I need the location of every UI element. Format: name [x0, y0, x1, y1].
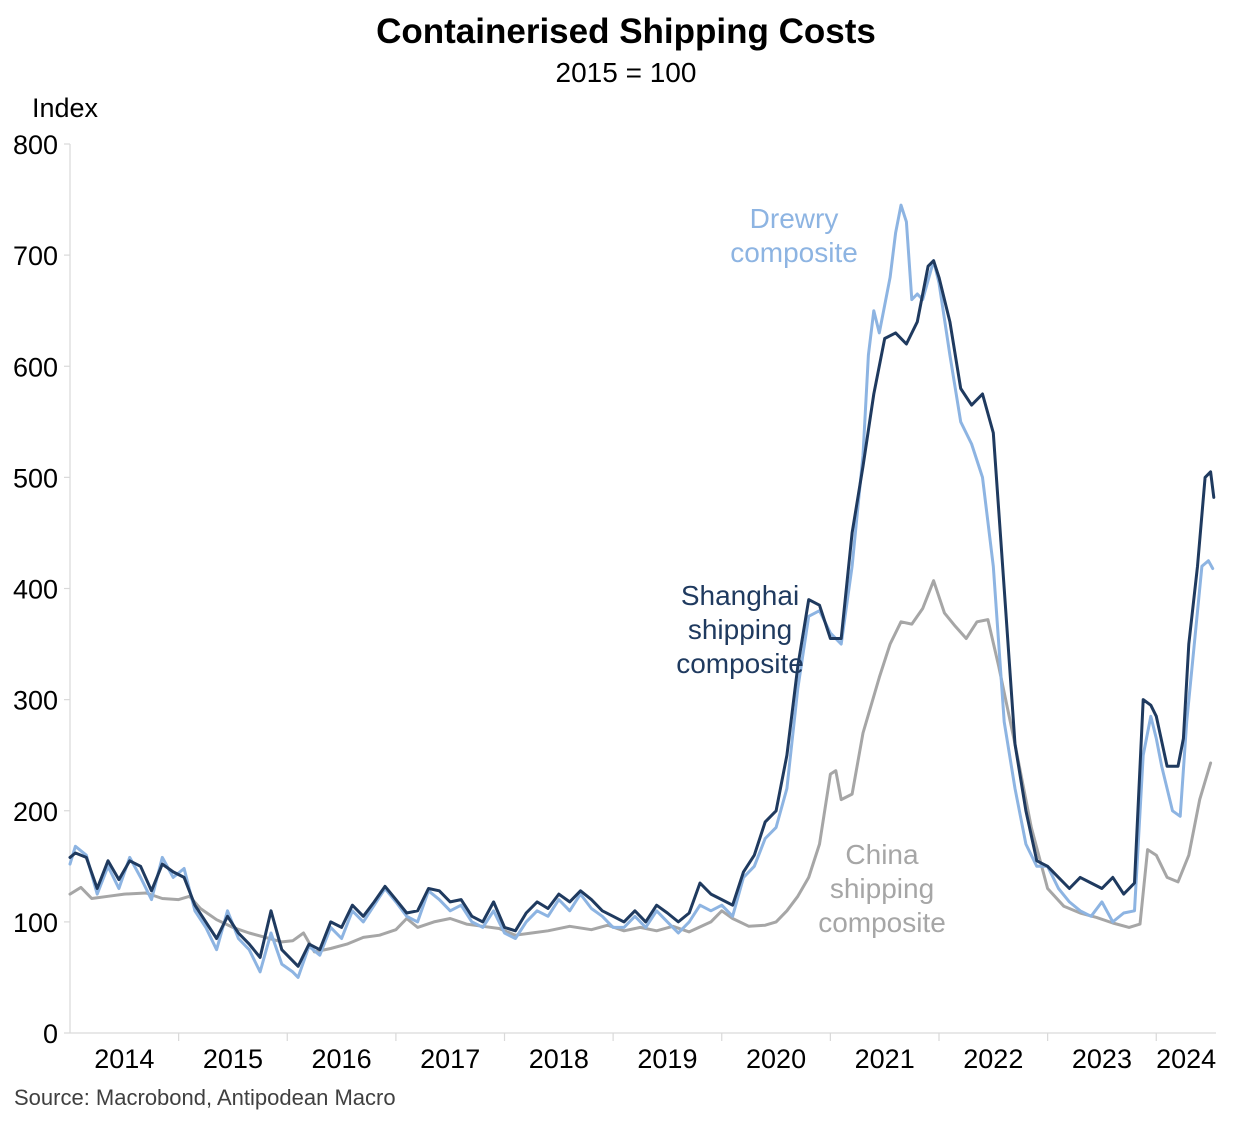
y-axis-label: Index [32, 93, 99, 123]
x-tick-label: 2020 [746, 1044, 806, 1074]
series-line-china-shipping-composite [68, 579, 1213, 954]
x-tick-label: 2016 [312, 1044, 372, 1074]
annotation-line: composite [818, 907, 946, 938]
series-line-shanghai-shipping-composite [68, 259, 1216, 968]
source-note: Source: Macrobond, Antipodean Macro [14, 1085, 396, 1110]
x-tick-label: 2015 [203, 1044, 263, 1074]
y-tick-label: 100 [13, 908, 58, 938]
annotation-line: shipping [830, 873, 934, 904]
y-tick-label: 0 [43, 1019, 58, 1049]
x-tick-label: 2022 [963, 1044, 1023, 1074]
y-tick-label: 300 [13, 686, 58, 716]
annotation-shanghai-shipping-composite: Shanghai shipping composite [676, 580, 804, 679]
annotation-line: China [845, 839, 919, 870]
annotation-drewry-composite: Drewry composite [730, 203, 858, 268]
x-tick-label: 2018 [529, 1044, 589, 1074]
annotation-line: composite [676, 648, 804, 679]
chart-title: Containerised Shipping Costs [376, 12, 876, 51]
y-tick-label: 400 [13, 575, 58, 605]
y-tick-label: 500 [13, 463, 58, 493]
y-tick-label: 800 [13, 130, 58, 160]
x-tick-label: 2017 [420, 1044, 480, 1074]
x-axis: 2014 2015 2016 2017 2018 2019 2020 2021 2022 2023… [70, 1032, 1216, 1074]
series-layer [68, 203, 1216, 979]
y-tick-label: 700 [13, 241, 58, 271]
y-axis: 0 100 200 300 400 500 600 700 800 [13, 130, 71, 1049]
annotation-line: Drewry [750, 203, 839, 234]
annotation-line: shipping [688, 614, 792, 645]
x-tick-label: 2014 [94, 1044, 154, 1074]
y-tick-label: 200 [13, 797, 58, 827]
annotation-china-shipping-composite: China shipping composite [818, 839, 946, 938]
x-tick-label: 2021 [855, 1044, 915, 1074]
x-tick-label: 2023 [1072, 1044, 1132, 1074]
annotation-line: Shanghai [681, 580, 799, 611]
chart-subtitle: 2015 = 100 [556, 57, 697, 88]
annotation-line: composite [730, 237, 858, 268]
x-tick-label: 2019 [637, 1044, 697, 1074]
y-tick-label: 600 [13, 352, 58, 382]
x-tick-label: 2024 [1156, 1044, 1216, 1074]
